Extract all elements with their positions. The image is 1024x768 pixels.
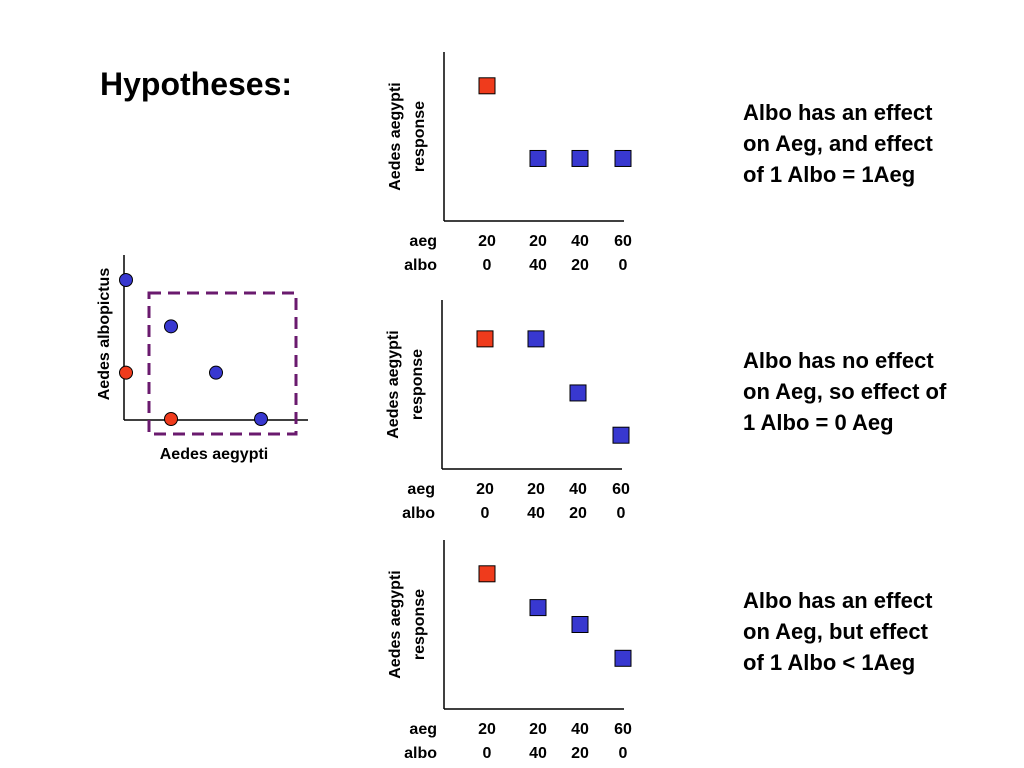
panel-3-tick-albo-3: 0 <box>619 745 628 762</box>
hypothesis-line: of 1 Albo < 1Aeg <box>743 650 916 675</box>
panel-3-tick-albo-0: 0 <box>483 745 492 762</box>
hypothesis-3-text: Albo has an effect on Aeg, but effect of… <box>743 585 1013 678</box>
panel-3-data-square-0 <box>478 565 496 583</box>
hypothesis-line: Albo has an effect <box>743 100 933 125</box>
panel-2-row-label-albo: albo <box>402 505 435 522</box>
hypothesis-1-text: Albo has an effect on Aeg, and effect of… <box>743 97 1013 190</box>
data-point-blue-0 <box>119 273 133 287</box>
hypothesis-line: on Aeg, but effect <box>743 619 928 644</box>
panel-3-y-axis-label-line1: Aedes aegypti <box>387 570 404 678</box>
hypothesis-line: of 1 Albo = 1Aeg <box>743 162 916 187</box>
panel-3-tick-aeg-3: 60 <box>614 721 632 738</box>
panel-3-tick-albo-2: 20 <box>571 745 589 762</box>
panel-2-y-axis-label-line2: response <box>409 349 426 420</box>
data-point-blue-3 <box>254 412 268 426</box>
panel-1-tick-albo-2: 20 <box>571 257 589 274</box>
panel-1-tick-aeg-0: 20 <box>478 233 496 250</box>
panel-1-tick-aeg-1: 20 <box>529 233 547 250</box>
hypothesis-line: Albo has no effect <box>743 348 934 373</box>
hypothesis-line: on Aeg, and effect <box>743 131 933 156</box>
panel-1-row-label-aeg: aeg <box>409 233 437 250</box>
panel-1-data-square-1 <box>529 149 547 167</box>
panel-1-y-axis-label-line1: Aedes aegypti <box>387 82 404 190</box>
panel-3-y-axis-label-line2: response <box>411 589 428 660</box>
panel-3-data-square-3 <box>614 649 632 667</box>
panel-3-row-label-albo: albo <box>404 745 437 762</box>
hypothesis-2-text: Albo has no effect on Aeg, so effect of … <box>743 345 1013 438</box>
panel-2-tick-aeg-2: 40 <box>569 481 587 498</box>
panel-3-tick-albo-1: 40 <box>529 745 547 762</box>
hypothesis-line: Albo has an effect <box>743 588 933 613</box>
panel-2-data-square-3 <box>612 426 630 444</box>
panel-1-data-square-2 <box>571 149 589 167</box>
dashed-selection-box <box>147 291 298 436</box>
panel-1-tick-albo-0: 0 <box>483 257 492 274</box>
hypothesis-line: on Aeg, so effect of <box>743 379 947 404</box>
panel-3-data-square-2 <box>571 616 589 633</box>
data-point-blue-2 <box>209 365 223 380</box>
panel-1-tick-albo-1: 40 <box>529 257 547 274</box>
panel-2-data-square-2 <box>569 384 587 402</box>
hypothesis-line: 1 Albo = 0 Aeg <box>743 410 894 435</box>
y-axis-label: Aedes albopictus <box>96 268 113 401</box>
panel-2-row-label-aeg: aeg <box>407 481 435 498</box>
panel-2-data-square-0 <box>476 330 494 348</box>
panel-2-tick-aeg-0: 20 <box>476 481 494 498</box>
panel-1-row-label-albo: albo <box>404 257 437 274</box>
panel-3-tick-aeg-0: 20 <box>478 721 496 738</box>
panel-1-tick-aeg-2: 40 <box>571 233 589 250</box>
panel-1-y-axis-label-line2: response <box>411 101 428 172</box>
data-point-red-0 <box>119 365 133 380</box>
panel-1-tick-aeg-3: 60 <box>614 233 632 250</box>
panel-2-tick-aeg-3: 60 <box>612 481 630 498</box>
data-point-red-1 <box>164 412 178 426</box>
slide-title: Hypotheses: <box>100 66 293 102</box>
panel-1-data-square-3 <box>614 149 632 167</box>
data-point-blue-1 <box>164 319 178 334</box>
panel-2-tick-aeg-1: 20 <box>527 481 545 498</box>
panel-2-tick-albo-1: 40 <box>527 505 545 522</box>
panel-2-tick-albo-0: 0 <box>481 505 490 522</box>
panel-3-tick-aeg-1: 20 <box>529 721 547 738</box>
panel-2-y-axis-label-line1: Aedes aegypti <box>385 330 402 438</box>
panel-1-tick-albo-3: 0 <box>619 257 628 274</box>
panel-3-tick-aeg-2: 40 <box>571 721 589 738</box>
panel-3-data-square-1 <box>529 599 547 617</box>
x-axis-label: Aedes aegypti <box>160 446 268 463</box>
panel-2-tick-albo-2: 20 <box>569 505 587 522</box>
panel-3-row-label-aeg: aeg <box>409 721 437 738</box>
panel-2-data-square-1 <box>527 330 545 348</box>
panel-1-data-square-0 <box>478 77 496 95</box>
panel-2-tick-albo-3: 0 <box>617 505 626 522</box>
